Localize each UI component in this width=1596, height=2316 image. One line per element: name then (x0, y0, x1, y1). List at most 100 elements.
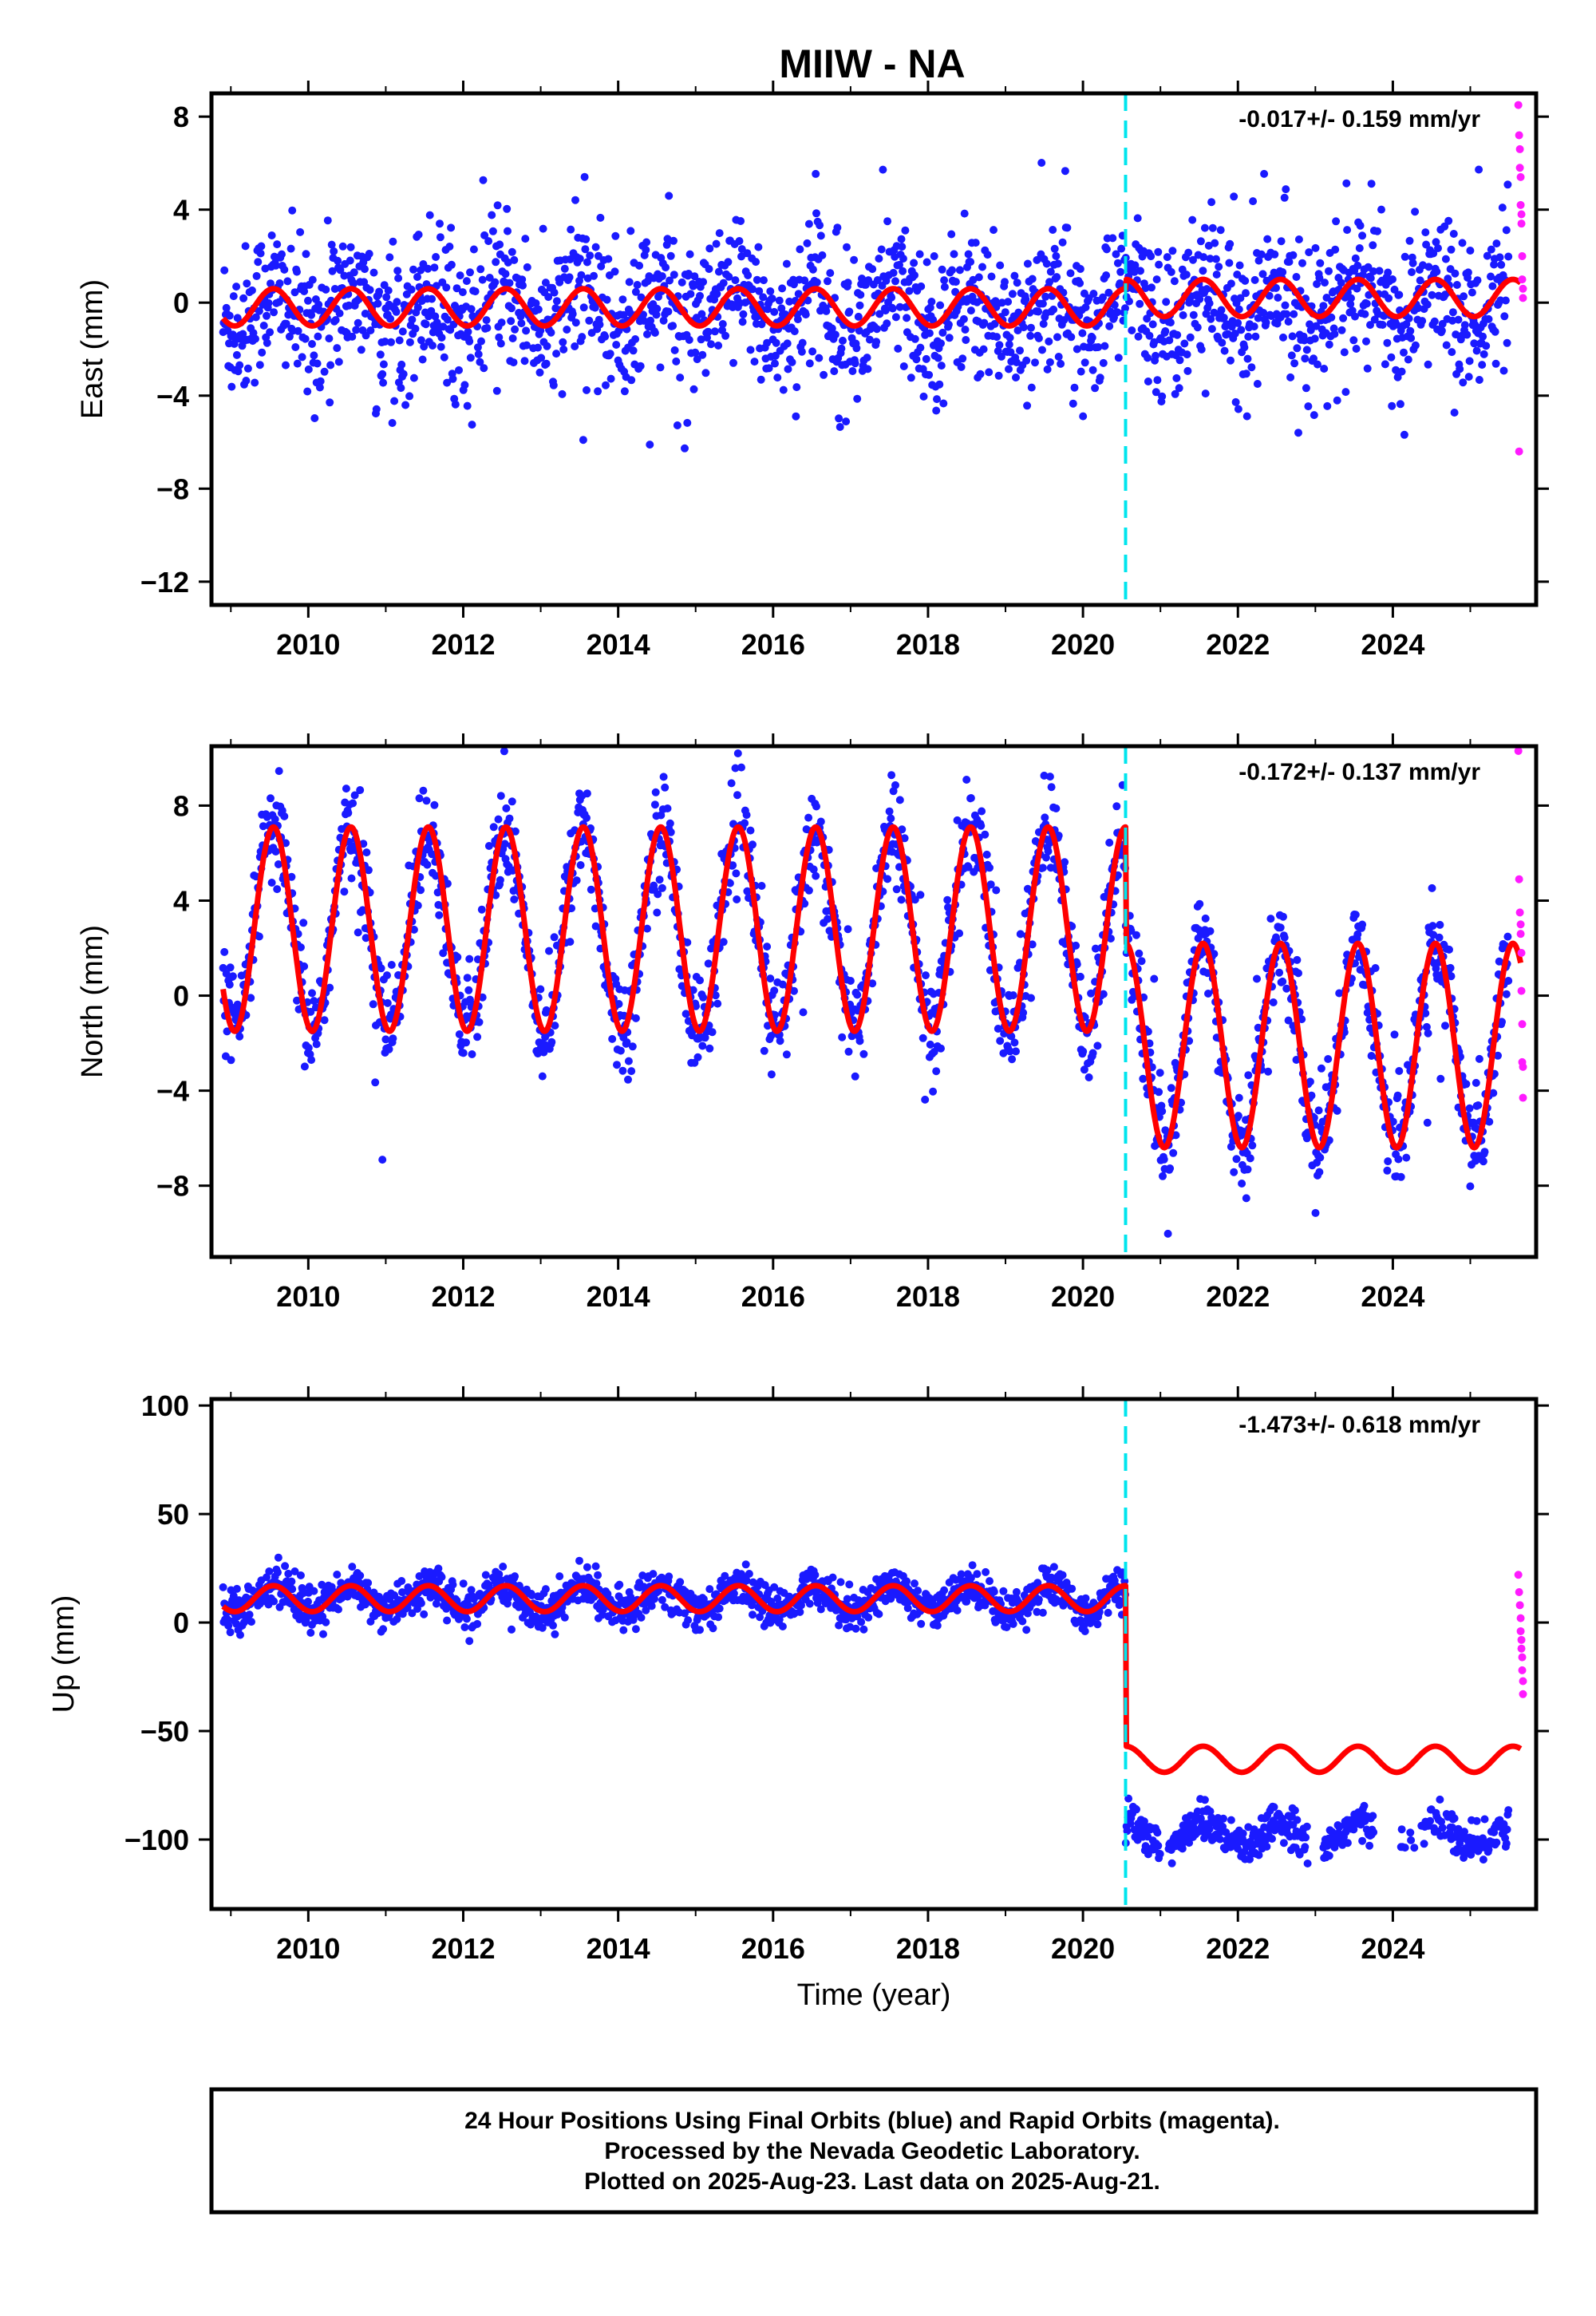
y-tick-label: −4 (156, 1075, 189, 1108)
panel-frame (209, 744, 1539, 1259)
y-tick-label: 8 (173, 101, 189, 133)
x-tick-label: 2016 (741, 628, 805, 661)
rapid-orbit-point (1517, 219, 1526, 228)
y-tick-label: −100 (124, 1824, 189, 1856)
figure-title: MIIW - NA (779, 41, 965, 86)
rapid-orbit-point (1515, 1588, 1523, 1597)
rapid-orbit-point (1515, 164, 1524, 172)
plot-area (219, 746, 1527, 1238)
panel-frame (209, 91, 1539, 607)
y-tick-label: 0 (173, 980, 189, 1013)
panel-east: 2010 2012 2014 2016 2018 2020 2022 2024 8 4 0 −4 −8 −… (76, 81, 1549, 661)
rate-label: -1.473+/- 0.618 mm/yr (1238, 1412, 1480, 1438)
footer-frame (209, 2087, 1539, 2215)
rate-label: -0.017+/- 0.159 mm/yr (1238, 106, 1480, 132)
rapid-orbit-point (1516, 920, 1525, 929)
rapid-orbit-point (1518, 1020, 1527, 1029)
y-tick-label: 8 (173, 789, 189, 822)
x-tick-label: 2020 (1051, 628, 1115, 661)
footer-line-2: Processed by the Nevada Geodetic Laborat… (604, 2138, 1140, 2164)
x-tick-label: 2022 (1206, 628, 1270, 661)
y-tick-label: 0 (173, 287, 189, 319)
panel-frame (209, 1397, 1539, 1911)
rapid-orbit-point (1518, 275, 1527, 284)
rapid-orbit-point (1515, 1601, 1524, 1610)
x-tick-label: 2018 (896, 1932, 960, 1965)
rapid-orbit-point (1518, 251, 1527, 260)
y-tick-label: 50 (157, 1498, 189, 1531)
panel-north: 2010 2012 2014 2016 2018 2020 2022 2024 8 4 0 −4 −8 N… (76, 733, 1549, 1313)
rapid-orbit-point (1516, 172, 1525, 181)
plot-area (219, 101, 1527, 456)
x-tick-label: 2010 (276, 1280, 340, 1313)
rate-label: -0.172+/- 0.137 mm/yr (1238, 759, 1480, 785)
rapid-orbit-point (1519, 294, 1527, 302)
x-tick-label: 2014 (587, 1932, 650, 1965)
rapid-orbit-point (1514, 1571, 1523, 1579)
rapid-orbit-point (1518, 1653, 1527, 1662)
x-tick-label: 2018 (896, 628, 960, 661)
x-tick-label: 2016 (741, 1280, 805, 1313)
y-tick-label: 4 (173, 884, 189, 917)
rapid-orbit-point (1517, 210, 1526, 219)
rapid-orbit-point (1516, 1614, 1525, 1622)
y-tick-label: −50 (140, 1715, 189, 1748)
x-tick-label: 2010 (276, 1932, 340, 1965)
rapid-orbit-point (1519, 1062, 1527, 1071)
y-tick-label: 0 (173, 1607, 189, 1639)
x-tick-label: 2020 (1051, 1280, 1115, 1313)
rapid-orbit-point (1515, 131, 1523, 140)
x-tick-label: 2014 (587, 628, 650, 661)
rapid-orbit-point (1514, 746, 1523, 755)
y-tick-label: −12 (140, 566, 189, 599)
x-tick-label: 2012 (431, 628, 495, 661)
x-tick-label: 2022 (1206, 1932, 1270, 1965)
rapid-orbit-point (1514, 101, 1523, 109)
x-tick-label: 2024 (1361, 1932, 1424, 1965)
final-orbit-points (219, 159, 1513, 453)
rapid-orbit-point (1517, 948, 1526, 957)
footer-line-3: Plotted on 2025-Aug-23. Last data on 202… (584, 2168, 1160, 2195)
x-tick-label: 2024 (1361, 628, 1424, 661)
x-tick-label: 2010 (276, 628, 340, 661)
x-tick-label: 2012 (431, 1932, 495, 1965)
y-axis-label: North (mm) (76, 925, 109, 1078)
rapid-orbit-point (1519, 284, 1527, 293)
rapid-orbit-point (1515, 447, 1523, 456)
rapid-orbit-point (1515, 144, 1524, 153)
rapid-orbit-point (1518, 1666, 1527, 1674)
x-tick-label: 2018 (896, 1280, 960, 1313)
rapid-orbit-point (1517, 1644, 1526, 1653)
footer-box: 24 Hour Positions Using Final Orbits (bl… (209, 2087, 1539, 2215)
x-tick-label: 2014 (587, 1280, 650, 1313)
rapid-orbit-point (1515, 908, 1524, 917)
y-tick-label: −8 (156, 472, 189, 505)
y-tick-label: 100 (141, 1389, 189, 1422)
plot-area (219, 1553, 1527, 1867)
rapid-orbit-point (1517, 986, 1526, 995)
x-tick-label: 2016 (741, 1932, 805, 1965)
rapid-orbit-point (1516, 930, 1525, 939)
x-tick-label: 2020 (1051, 1932, 1115, 1965)
rapid-orbit-point (1516, 200, 1525, 209)
x-tick-label: 2012 (431, 1280, 495, 1313)
footer-line-1: 24 Hour Positions Using Final Orbits (bl… (464, 2108, 1280, 2134)
rapid-orbit-point (1517, 1635, 1526, 1644)
rapid-orbit-point (1519, 1093, 1527, 1102)
x-tick-label: 2024 (1361, 1280, 1424, 1313)
y-axis-label: East (mm) (76, 279, 109, 419)
y-tick-label: −4 (156, 380, 189, 413)
model-curve (221, 1583, 1523, 1776)
panel-up: 2010 2012 2014 2016 2018 2020 2022 2024 100 50 0 −5… (47, 1386, 1549, 2012)
x-tick-label: 2022 (1206, 1280, 1270, 1313)
y-axis-label: Up (mm) (47, 1595, 81, 1713)
rapid-orbit-point (1519, 1677, 1527, 1686)
model-curve (220, 824, 1524, 1151)
rapid-orbit-point (1515, 875, 1523, 883)
y-tick-label: 4 (173, 194, 189, 227)
rapid-orbit-point (1516, 1626, 1525, 1635)
rapid-orbit-point (1519, 1690, 1527, 1698)
y-tick-label: −8 (156, 1170, 189, 1203)
model-curve (220, 276, 1523, 329)
